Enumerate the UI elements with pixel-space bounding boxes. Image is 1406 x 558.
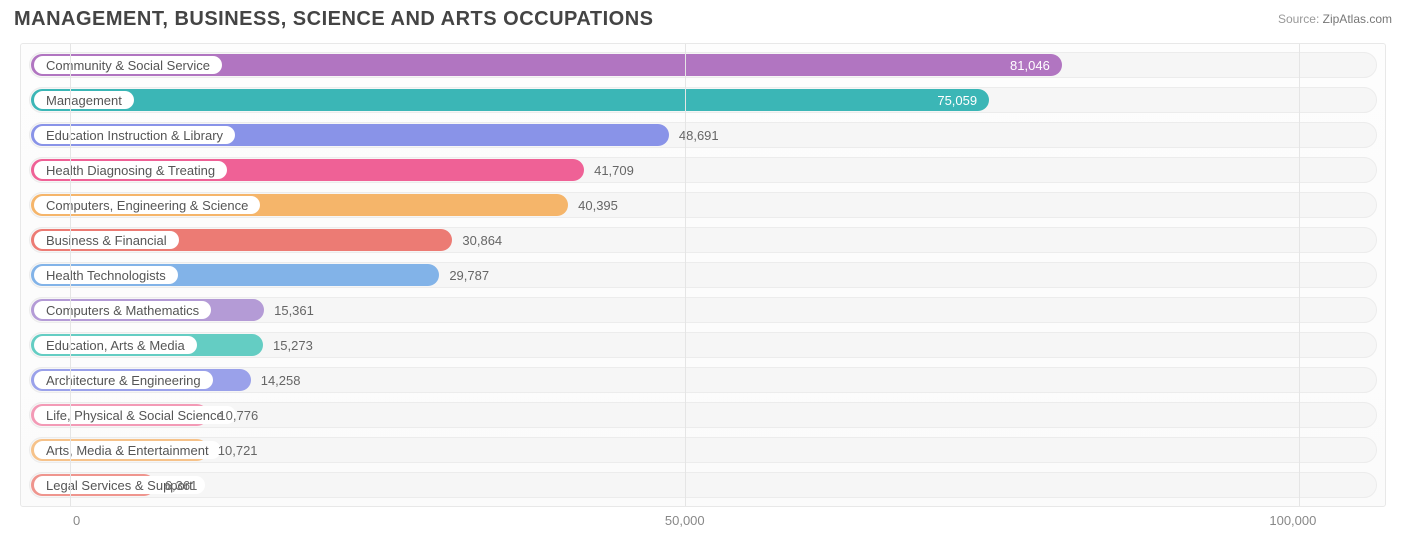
- bar-category-label: Education, Arts & Media: [34, 336, 197, 354]
- bar-row: Legal Services & Support6,361: [29, 472, 1377, 498]
- bar-value-label: 10,721: [210, 437, 266, 463]
- bar-row: Arts, Media & Entertainment10,721: [29, 437, 1377, 463]
- bar-row: Computers, Engineering & Science 40,395: [29, 192, 1377, 218]
- bar-fill: [31, 89, 989, 111]
- bar-category-label: Education Instruction & Library: [34, 126, 235, 144]
- bar-row: Education Instruction & Library 48,691: [29, 122, 1377, 148]
- bar-row: Health Technologists 29,787: [29, 262, 1377, 288]
- plot-region: Community & Social Service 81,046 Manageme…: [20, 43, 1386, 507]
- bar-value-label: 6,361: [157, 472, 206, 498]
- source-brand: ZipAtlas.com: [1323, 12, 1392, 26]
- bar-category-label: Management: [34, 91, 134, 109]
- bar-value-label: 14,258: [253, 367, 309, 393]
- bars-group: Community & Social Service 81,046 Manageme…: [29, 52, 1377, 498]
- bar-row: Business & Financial 30,864: [29, 227, 1377, 253]
- bar-category-label: Computers, Engineering & Science: [34, 196, 260, 214]
- bar-track: [29, 472, 1377, 498]
- bar-row: Management 75,059: [29, 87, 1377, 113]
- x-tick-label: 100,000: [1269, 513, 1316, 528]
- bar-value-label: 15,361: [266, 297, 322, 323]
- bar-row: Computers & Mathematics 15,361: [29, 297, 1377, 323]
- source-label: Source:: [1278, 12, 1319, 26]
- bar-value-label: 48,691: [671, 122, 727, 148]
- bar-value-label: 30,864: [454, 227, 510, 253]
- bar-value-label: 40,395: [570, 192, 626, 218]
- gridline: [1299, 44, 1300, 506]
- bar-category-label: Life, Physical & Social Science: [34, 406, 236, 424]
- bar-category-label: Community & Social Service: [34, 56, 222, 74]
- gridline: [685, 44, 686, 506]
- bar-category-label: Business & Financial: [34, 231, 179, 249]
- chart-title: MANAGEMENT, BUSINESS, SCIENCE AND ARTS O…: [14, 8, 653, 31]
- chart-area: Community & Social Service 81,046 Manageme…: [10, 43, 1396, 533]
- gridline: [70, 44, 71, 506]
- bar-row: Community & Social Service 81,046: [29, 52, 1377, 78]
- bar-value-label: 15,273: [265, 332, 321, 358]
- bar-value-label: 29,787: [441, 262, 497, 288]
- x-axis: 0 50,000 100,000: [28, 509, 1378, 533]
- bar-row: Education, Arts & Media 15,273: [29, 332, 1377, 358]
- bar-row: Architecture & Engineering 14,258: [29, 367, 1377, 393]
- bar-category-label: Arts, Media & Entertainment: [34, 441, 221, 459]
- bar-category-label: Health Diagnosing & Treating: [34, 161, 227, 179]
- bar-category-label: Health Technologists: [34, 266, 178, 284]
- bar-row: Life, Physical & Social Science10,776: [29, 402, 1377, 428]
- bar-value-label: 10,776: [210, 402, 266, 428]
- x-tick-label: 50,000: [665, 513, 705, 528]
- bar-value-label: 41,709: [586, 157, 642, 183]
- chart-container: MANAGEMENT, BUSINESS, SCIENCE AND ARTS O…: [0, 0, 1406, 558]
- header: MANAGEMENT, BUSINESS, SCIENCE AND ARTS O…: [10, 8, 1396, 31]
- bar-category-label: Architecture & Engineering: [34, 371, 213, 389]
- bar-value-label: 75,059: [929, 87, 985, 113]
- x-tick-label: 0: [73, 513, 80, 528]
- bar-category-label: Computers & Mathematics: [34, 301, 211, 319]
- source-attribution: Source: ZipAtlas.com: [1278, 8, 1392, 26]
- bar-row: Health Diagnosing & Treating 41,709: [29, 157, 1377, 183]
- bar-value-label: 81,046: [1002, 52, 1058, 78]
